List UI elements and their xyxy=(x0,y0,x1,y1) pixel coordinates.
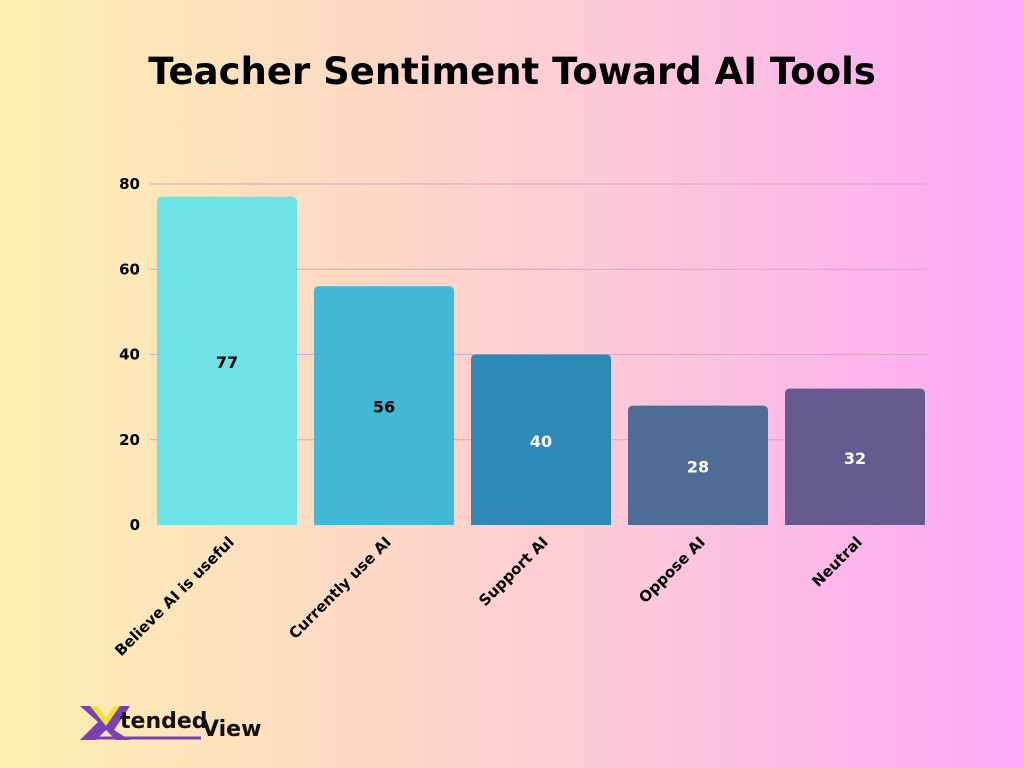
x-tick-label: Currently use AI xyxy=(285,533,394,642)
bar xyxy=(628,405,768,525)
x-tick-label: Support AI xyxy=(475,533,552,610)
data-label: 77 xyxy=(216,353,238,372)
svg-text:tended: tended xyxy=(120,709,208,734)
y-tick-label: 40 xyxy=(119,346,140,364)
y-tick-label: 0 xyxy=(130,516,140,534)
svg-text:View: View xyxy=(202,717,261,742)
data-label: 28 xyxy=(687,457,709,476)
data-label: 32 xyxy=(844,449,866,468)
x-tick-label: Neutral xyxy=(808,533,865,590)
chart-title: Teacher Sentiment Toward AI Tools xyxy=(148,50,876,93)
bar xyxy=(785,388,925,525)
x-tick-label: Believe AI is useful xyxy=(111,533,238,660)
xtendedview-logo: tended View xyxy=(80,706,261,742)
y-tick-label: 20 xyxy=(119,431,140,449)
bar xyxy=(157,196,297,525)
bar xyxy=(314,286,454,525)
y-tick-label: 80 xyxy=(119,175,140,193)
data-label: 56 xyxy=(373,398,395,417)
data-label: 40 xyxy=(530,432,552,451)
x-tick-label: Oppose AI xyxy=(635,533,709,607)
bar xyxy=(471,354,611,525)
y-tick-label: 60 xyxy=(119,260,140,278)
